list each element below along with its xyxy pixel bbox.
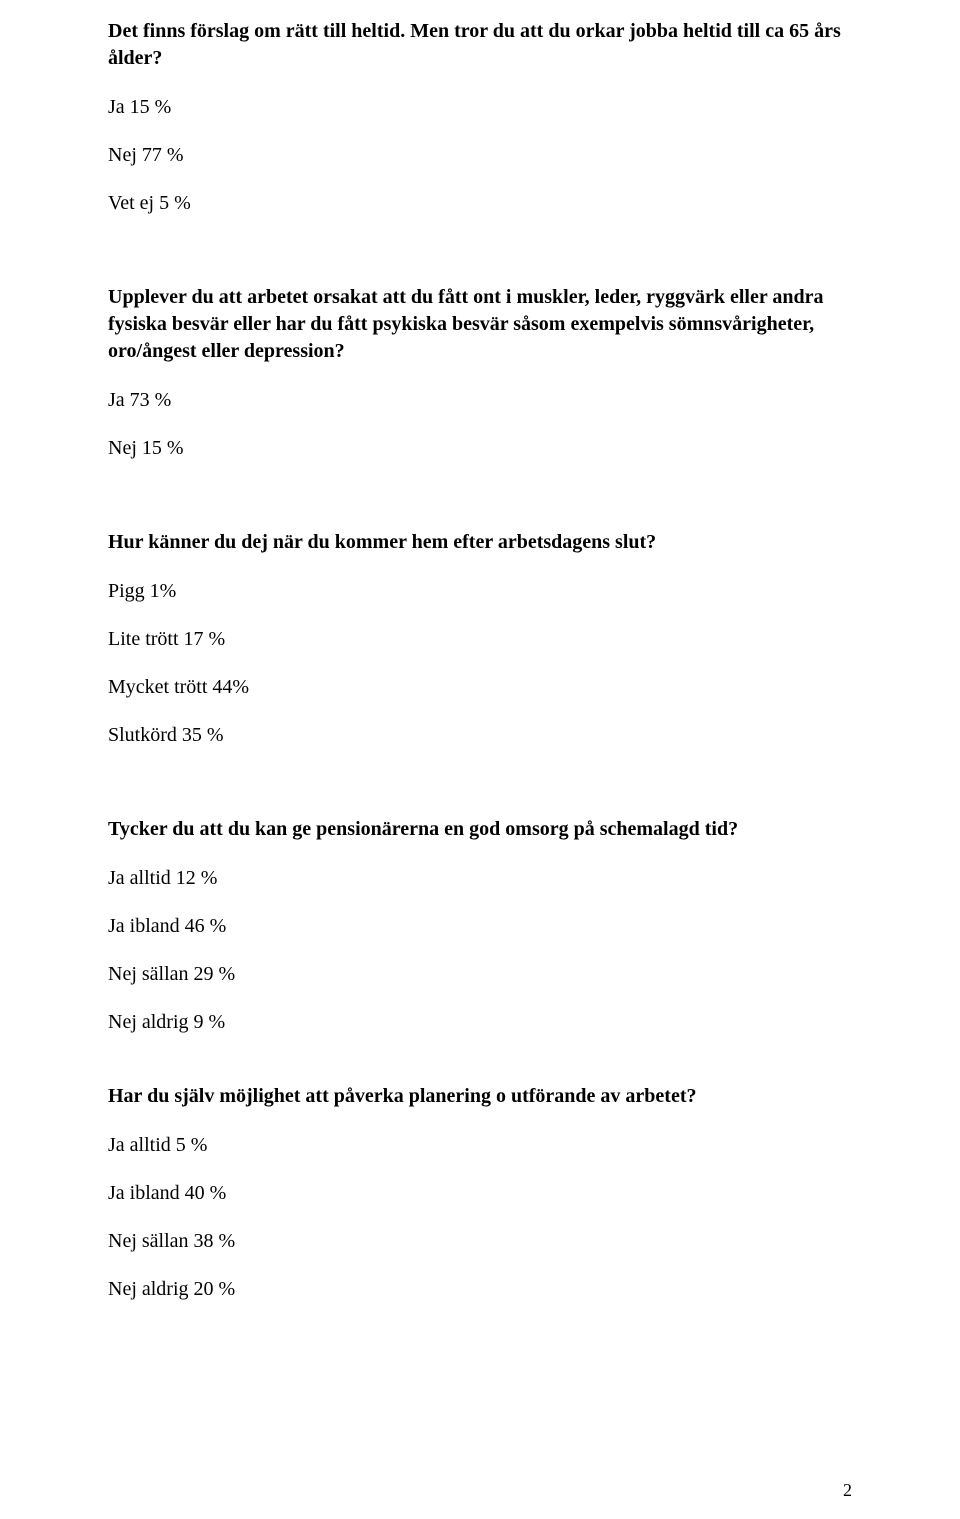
question-4: Tycker du att du kan ge pensionärerna en…	[108, 816, 852, 843]
answer-text: Slutkörd 35 %	[108, 722, 852, 748]
answer-text: Ja ibland 46 %	[108, 913, 852, 939]
answer-text: Nej sällan 29 %	[108, 961, 852, 987]
question-2: Upplever du att arbetet orsakat att du f…	[108, 284, 852, 365]
answer-text: Nej sällan 38 %	[108, 1228, 852, 1254]
answer-text: Lite trött 17 %	[108, 626, 852, 652]
answer-text: Ja 73 %	[108, 387, 852, 413]
question-1: Det finns förslag om rätt till heltid. M…	[108, 18, 852, 72]
question-5: Har du själv möjlighet att påverka plane…	[108, 1083, 852, 1110]
answer-text: Ja alltid 12 %	[108, 865, 852, 891]
answer-text: Nej aldrig 20 %	[108, 1276, 852, 1302]
page-number: 2	[843, 1480, 852, 1501]
question-3: Hur känner du dej när du kommer hem efte…	[108, 529, 852, 556]
answer-text: Mycket trött 44%	[108, 674, 852, 700]
answer-text: Nej 77 %	[108, 142, 852, 168]
answer-text: Ja ibland 40 %	[108, 1180, 852, 1206]
answer-text: Nej aldrig 9 %	[108, 1009, 852, 1035]
answer-text: Vet ej 5 %	[108, 190, 852, 216]
answer-text: Nej 15 %	[108, 435, 852, 461]
answer-text: Ja 15 %	[108, 94, 852, 120]
answer-text: Ja alltid 5 %	[108, 1132, 852, 1158]
answer-text: Pigg 1%	[108, 578, 852, 604]
